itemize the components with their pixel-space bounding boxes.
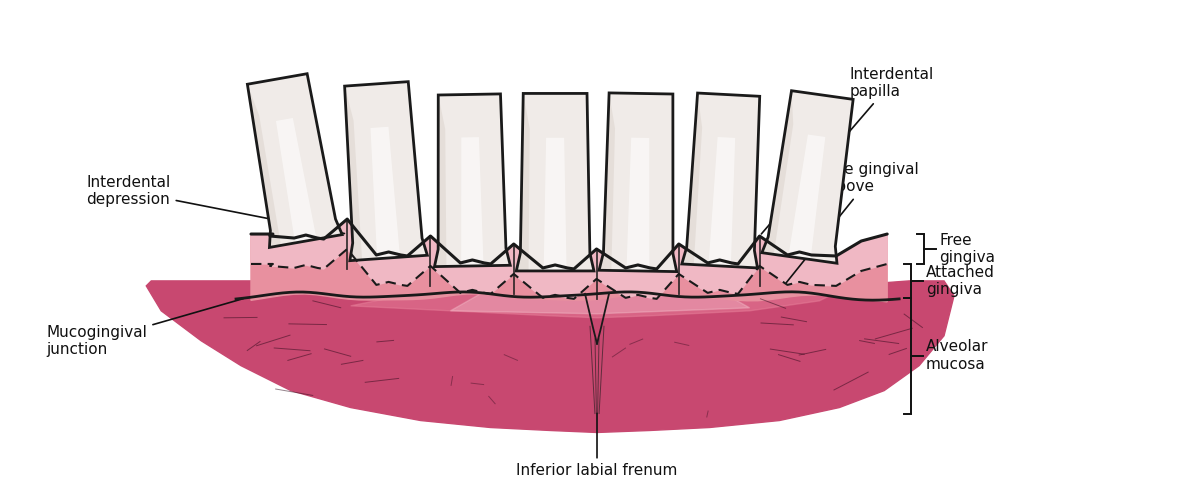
Polygon shape bbox=[708, 137, 736, 266]
Text: Mucogingival
junction: Mucogingival junction bbox=[47, 299, 244, 357]
Text: Attached
gingiva: Attached gingiva bbox=[926, 265, 995, 297]
Text: Alveolar
mucosa: Alveolar mucosa bbox=[926, 339, 989, 372]
Polygon shape bbox=[599, 93, 616, 270]
Polygon shape bbox=[344, 86, 362, 261]
Polygon shape bbox=[450, 291, 750, 314]
Polygon shape bbox=[682, 93, 702, 264]
Text: Interdental
papilla: Interdental papilla bbox=[761, 66, 934, 234]
Polygon shape bbox=[544, 138, 566, 271]
Polygon shape bbox=[762, 91, 853, 263]
Polygon shape bbox=[251, 219, 887, 299]
Text: Inferior labial frenum: Inferior labial frenum bbox=[516, 413, 678, 479]
Polygon shape bbox=[276, 118, 317, 243]
Polygon shape bbox=[247, 74, 342, 248]
Polygon shape bbox=[350, 284, 850, 318]
Polygon shape bbox=[247, 84, 281, 248]
Polygon shape bbox=[371, 127, 400, 259]
Polygon shape bbox=[599, 93, 677, 272]
Text: Free gingival
groove: Free gingival groove bbox=[786, 162, 919, 283]
Polygon shape bbox=[461, 137, 484, 266]
Polygon shape bbox=[251, 219, 887, 302]
Polygon shape bbox=[788, 134, 826, 259]
Polygon shape bbox=[762, 91, 793, 254]
Polygon shape bbox=[434, 94, 510, 267]
Polygon shape bbox=[434, 95, 446, 267]
Polygon shape bbox=[516, 93, 594, 271]
Polygon shape bbox=[626, 138, 649, 271]
Text: Free
gingiva: Free gingiva bbox=[940, 233, 995, 265]
Text: Interdental
depression: Interdental depression bbox=[86, 175, 344, 234]
Polygon shape bbox=[682, 93, 760, 268]
Polygon shape bbox=[516, 93, 529, 271]
Polygon shape bbox=[344, 82, 427, 261]
Polygon shape bbox=[146, 281, 954, 433]
